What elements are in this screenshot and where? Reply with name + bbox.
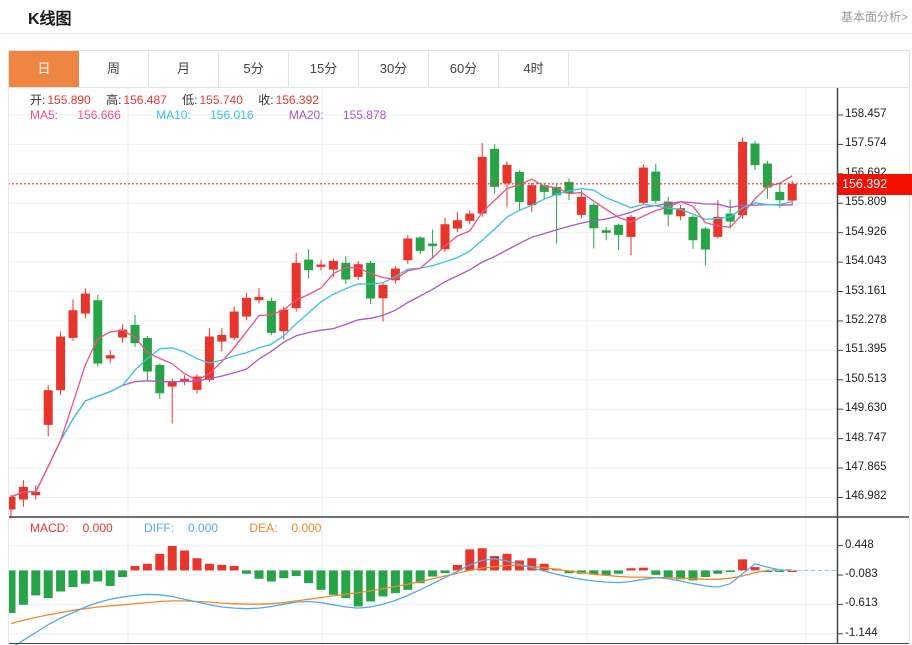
price-tick-label: 155.809 bbox=[845, 196, 887, 209]
macd-tick-label: -0.613 bbox=[845, 597, 878, 610]
tab-60min[interactable]: 60分 bbox=[429, 51, 499, 87]
low-label: 低: bbox=[182, 93, 198, 107]
open-label: 开: bbox=[30, 93, 46, 107]
tab-day[interactable]: 日 bbox=[9, 51, 79, 87]
ma20-legend: MA20: 155.878 bbox=[288, 108, 387, 122]
tab-4hour[interactable]: 4时 bbox=[499, 51, 569, 87]
ma5-legend: MA5: 156.666 bbox=[30, 108, 121, 122]
price-tick-label: 150.513 bbox=[845, 372, 887, 385]
macd-value-legend: MACD: 0.000 bbox=[30, 521, 113, 535]
tab-month[interactable]: 月 bbox=[149, 51, 219, 87]
ohlc-legend: 开: 155.890 高: 156.487 低: 155.740 收: 156.392 bbox=[30, 91, 331, 108]
price-tick-label: 157.574 bbox=[845, 137, 887, 150]
macd-tick-label: -1.144 bbox=[845, 626, 878, 639]
price-tick-label: 153.161 bbox=[845, 284, 887, 297]
ma-legend: MA5: 156.666 MA10: 156.016 MA20: 155.878 bbox=[30, 108, 418, 122]
tab-15min[interactable]: 15分 bbox=[289, 51, 359, 87]
macd-legend: MACD: 0.000 DIFF: 0.000 DEA: 0.000 bbox=[30, 521, 349, 535]
price-tick-label: 151.395 bbox=[845, 343, 887, 356]
tab-week[interactable]: 周 bbox=[79, 51, 149, 87]
tab-30min[interactable]: 30分 bbox=[359, 51, 429, 87]
high-label: 高: bbox=[106, 93, 122, 107]
fundamental-analysis-link[interactable]: 基本面分析> bbox=[840, 10, 908, 24]
price-tick-label: 158.457 bbox=[845, 108, 887, 120]
open-value: 155.890 bbox=[47, 93, 91, 107]
macd-tick-label: -0.083 bbox=[845, 568, 878, 581]
page-title: K线图 bbox=[28, 11, 72, 28]
tab-5min[interactable]: 5分 bbox=[219, 51, 289, 87]
close-value: 156.392 bbox=[275, 93, 319, 107]
price-tick-label: 148.747 bbox=[845, 431, 887, 444]
price-tick-label: 154.043 bbox=[845, 255, 887, 268]
price-tick-label: 147.865 bbox=[845, 461, 887, 474]
ma10-legend: MA10: 156.016 bbox=[156, 108, 254, 122]
macd-tick-label: 0.448 bbox=[845, 538, 874, 551]
high-value: 156.487 bbox=[123, 93, 167, 107]
price-tick-label: 152.278 bbox=[845, 313, 887, 326]
kline-chart-canvas[interactable] bbox=[8, 88, 910, 645]
price-tick-label: 146.982 bbox=[845, 490, 887, 503]
period-tab-strip: 日 周 月 5分 15分 30分 60分 4时 bbox=[8, 50, 910, 88]
price-tick-label: 154.926 bbox=[845, 225, 887, 238]
low-value: 155.740 bbox=[199, 93, 243, 107]
dea-value-legend: DEA: 0.000 bbox=[249, 521, 322, 535]
current-price-badge: 156.392 bbox=[838, 174, 912, 195]
close-label: 收: bbox=[258, 93, 274, 107]
diff-value-legend: DIFF: 0.000 bbox=[144, 521, 219, 535]
price-tick-label: 149.630 bbox=[845, 402, 887, 415]
title-divider bbox=[0, 33, 912, 34]
